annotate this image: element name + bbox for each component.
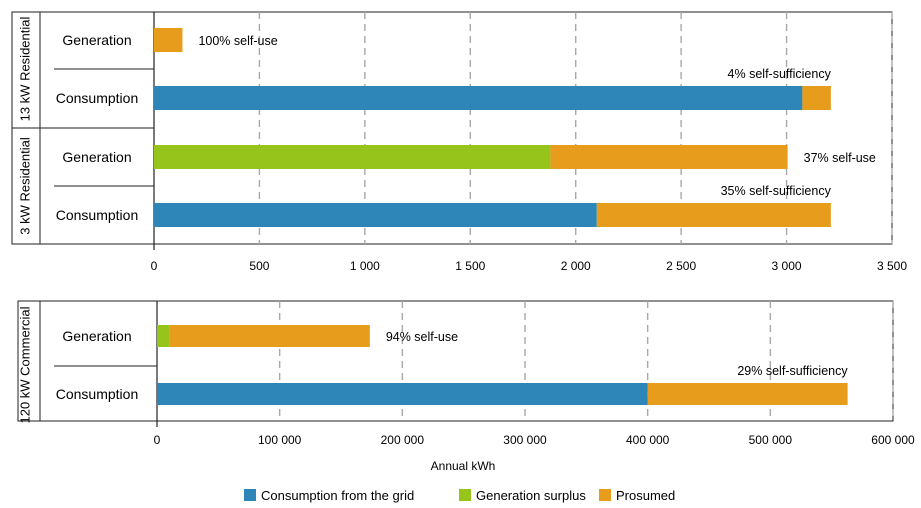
bar-segment-grid — [154, 86, 803, 110]
category-label: Generation — [62, 32, 131, 48]
category-label: Generation — [62, 149, 131, 165]
data-annotation: 94% self-use — [386, 330, 458, 344]
x-tick-label: 500 — [249, 259, 269, 273]
x-axis-label: Annual kWh — [431, 459, 496, 473]
category-label: Consumption — [56, 207, 139, 223]
data-annotation: 4% self-sufficiency — [728, 67, 832, 81]
x-tick-label: 2 000 — [561, 259, 591, 273]
x-tick-label: 3 500 — [877, 259, 907, 273]
x-tick-label: 500 000 — [749, 433, 793, 447]
x-tick-label: 200 000 — [381, 433, 425, 447]
x-tick-label: 0 — [154, 433, 161, 447]
group-label: 3 kW Residential — [17, 137, 32, 235]
bar-segment-prosumed — [802, 86, 831, 110]
x-tick-label: 0 — [151, 259, 158, 273]
x-tick-label: 3 000 — [772, 259, 802, 273]
category-label: Generation — [62, 328, 131, 344]
bar-segment-prosumed — [647, 383, 848, 405]
bar-segment-grid — [157, 383, 648, 405]
bar-segment-prosumed — [550, 145, 788, 169]
x-tick-label: 1 000 — [350, 259, 380, 273]
x-tick-label: 400 000 — [626, 433, 670, 447]
bar-segment-prosumed — [169, 325, 370, 347]
data-annotation: 100% self-use — [198, 34, 277, 48]
bar-segment-surplus — [154, 145, 551, 169]
x-tick-label: 300 000 — [503, 433, 547, 447]
bar-segment-grid — [154, 203, 597, 227]
data-annotation: 29% self-sufficiency — [737, 364, 848, 378]
legend-label: Prosumed — [616, 488, 675, 503]
data-annotation: 37% self-use — [804, 151, 876, 165]
data-annotation: 35% self-sufficiency — [721, 184, 832, 198]
x-tick-label: 1 500 — [455, 259, 485, 273]
bar-segment-prosumed — [154, 28, 183, 52]
bar-segment-prosumed — [596, 203, 831, 227]
legend-swatch — [459, 489, 471, 501]
bar-segment-surplus — [157, 325, 170, 347]
group-label: 13 kW Residential — [17, 17, 32, 122]
legend-label: Consumption from the grid — [261, 488, 414, 503]
x-tick-label: 600 000 — [871, 433, 915, 447]
x-tick-label: 100 000 — [258, 433, 302, 447]
group-label: 120 kW Commercial — [17, 306, 32, 423]
x-tick-label: 2 500 — [666, 259, 696, 273]
category-label: Consumption — [56, 386, 139, 402]
legend-label: Generation surplus — [476, 488, 586, 503]
legend-swatch — [599, 489, 611, 501]
category-label: Consumption — [56, 90, 139, 106]
legend-swatch — [244, 489, 256, 501]
